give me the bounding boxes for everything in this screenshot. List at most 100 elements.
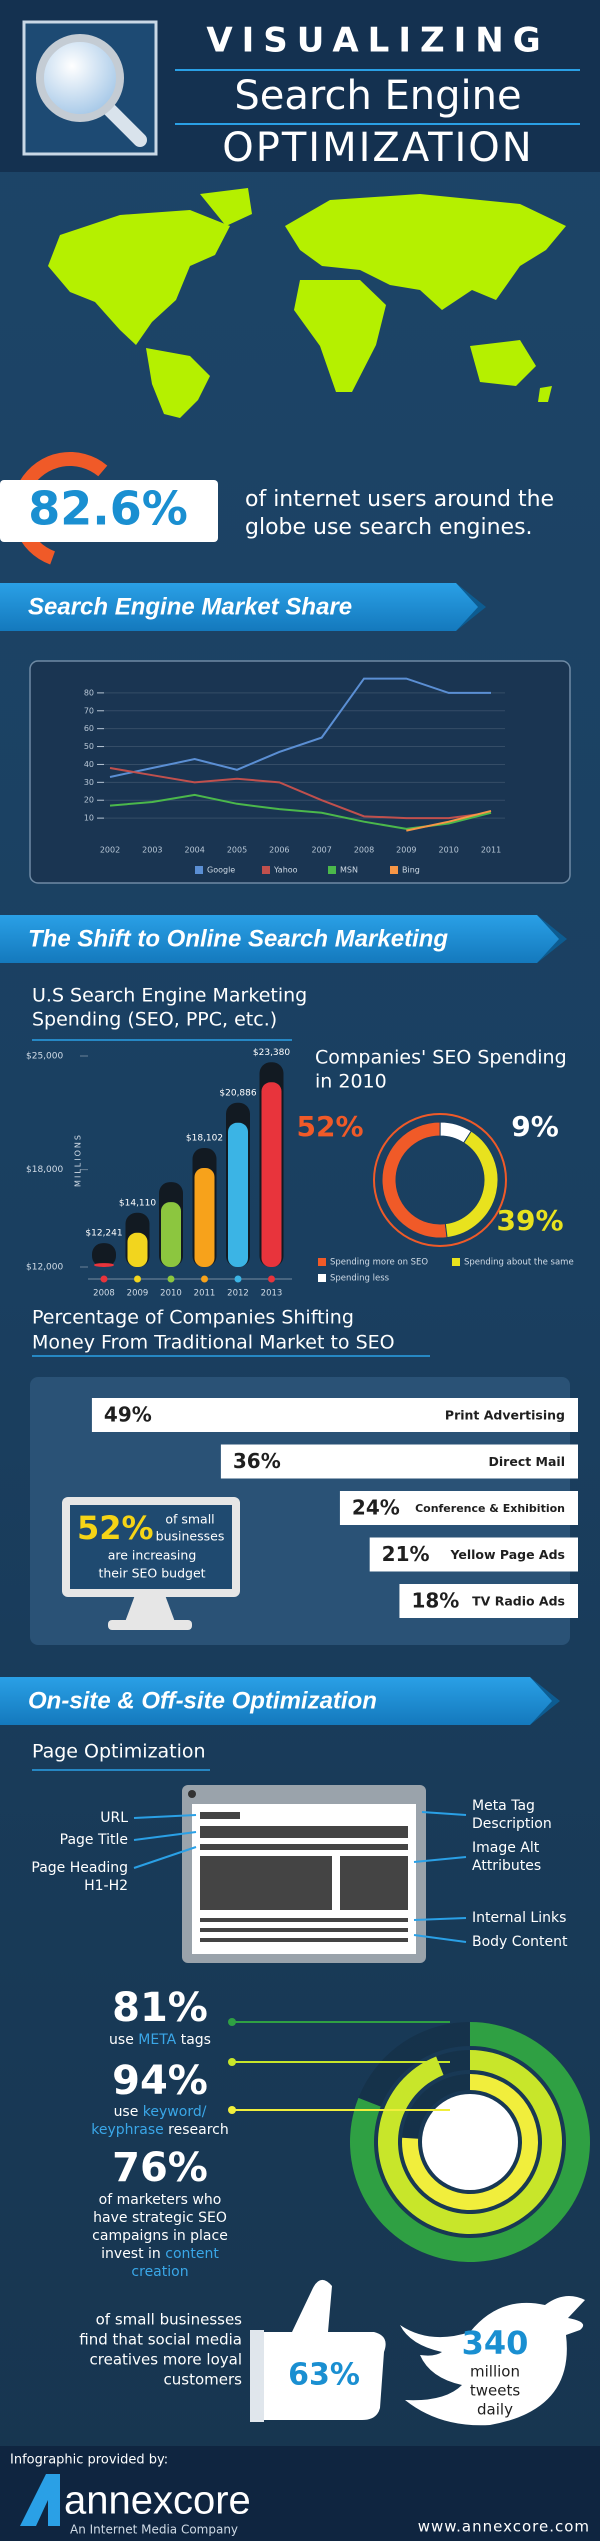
legend-swatch bbox=[262, 866, 270, 874]
bar bbox=[220, 1444, 578, 1479]
title-bar bbox=[200, 1826, 408, 1838]
bar bbox=[399, 1584, 578, 1618]
heading-bar bbox=[200, 1844, 408, 1850]
connector-dot bbox=[228, 2106, 236, 2114]
stat-caption: keyphrase research bbox=[91, 2122, 229, 2138]
tweets-text: million bbox=[470, 2363, 520, 2381]
bar bbox=[91, 1398, 579, 1432]
y-tick-label: $18,000 bbox=[26, 1165, 63, 1175]
footer-url: www.annexcore.com bbox=[418, 2518, 590, 2536]
stat-caption: use keyword/ bbox=[114, 2104, 207, 2120]
caption-part: use bbox=[109, 2032, 138, 2048]
title-bottom: OPTIMIZATION bbox=[222, 125, 533, 171]
y-tick-label: 70 bbox=[84, 706, 94, 715]
value-label: 24% bbox=[352, 1496, 400, 1520]
bird bbox=[400, 2296, 585, 2426]
value-label: 36% bbox=[233, 1449, 281, 1473]
bar-dot bbox=[268, 1275, 275, 1283]
continent bbox=[146, 348, 210, 418]
y-tick-label: 30 bbox=[84, 778, 94, 787]
bar-shadow bbox=[92, 1243, 116, 1267]
caption-part: keyword/ bbox=[143, 2104, 207, 2120]
y-tick-label: 50 bbox=[84, 742, 94, 751]
x-tick-label: 2008 bbox=[93, 1289, 115, 1299]
stat-caption: have strategic SEO bbox=[93, 2210, 227, 2226]
banner-title: The Shift to Online Search Marketing bbox=[28, 925, 448, 952]
caption-part: invest in bbox=[101, 2246, 165, 2262]
pointer bbox=[413, 1917, 467, 1921]
donut-value-label: 52% bbox=[296, 1110, 363, 1143]
continent bbox=[470, 340, 536, 386]
x-tick-label: 2009 bbox=[127, 1289, 149, 1299]
stat-plate bbox=[0, 480, 218, 542]
tweets-text: daily bbox=[477, 2401, 513, 2419]
title-top: VISUALIZING bbox=[206, 21, 549, 61]
donut-value-label: 39% bbox=[496, 1204, 563, 1237]
right-label: Image Alt bbox=[472, 1840, 540, 1856]
bar bbox=[127, 1232, 148, 1267]
continent bbox=[48, 210, 230, 345]
chart-panel bbox=[29, 660, 571, 884]
banner bbox=[0, 1677, 552, 1725]
stat-value: 94% bbox=[112, 2058, 208, 2104]
monitor-stand bbox=[125, 1595, 175, 1622]
right-label: Body Content bbox=[472, 1934, 568, 1950]
value-label: $18,102 bbox=[186, 1133, 223, 1143]
loyalty-text: find that social media bbox=[79, 2331, 242, 2349]
usage-text: of internet users around the bbox=[245, 487, 554, 512]
y-tick-label: 60 bbox=[84, 724, 94, 733]
value-label: $20,886 bbox=[219, 1088, 256, 1098]
banner bbox=[0, 583, 478, 631]
caption-part: research bbox=[164, 2122, 229, 2138]
chart-title: in 2010 bbox=[315, 1071, 387, 1093]
value-label: $12,241 bbox=[85, 1229, 122, 1239]
left-label: H1-H2 bbox=[84, 1878, 128, 1894]
caption-part: tags bbox=[176, 2032, 211, 2048]
chart-title: Spending (SEO, PPC, etc.) bbox=[32, 1009, 277, 1031]
stat-caption: invest in content bbox=[101, 2246, 219, 2262]
caption-part: keyphrase bbox=[91, 2122, 164, 2138]
legend-swatch bbox=[390, 866, 398, 874]
usage-text: globe use search engines. bbox=[245, 515, 533, 540]
loyalty-text: of small businesses bbox=[96, 2311, 243, 2329]
legend-label: Bing bbox=[402, 866, 420, 875]
pointer bbox=[421, 1811, 467, 1816]
caption-part: of marketers who bbox=[99, 2192, 222, 2208]
text-line bbox=[200, 1938, 408, 1942]
series-line bbox=[406, 809, 492, 832]
loyalty-text: creatives more loyal bbox=[90, 2351, 242, 2369]
stat-caption: campaigns in place bbox=[92, 2228, 228, 2244]
connector-dot bbox=[228, 2058, 236, 2066]
banner bbox=[0, 915, 559, 963]
loyalty-text: customers bbox=[164, 2371, 243, 2389]
bar bbox=[339, 1491, 578, 1525]
legend-label: Spending less bbox=[330, 1274, 390, 1284]
close-button bbox=[188, 1790, 196, 1798]
continent bbox=[294, 280, 386, 392]
stat-value: 81% bbox=[112, 1985, 208, 2031]
callout-text: businesses bbox=[156, 1529, 225, 1544]
legend-label: Spending about the same bbox=[464, 1258, 574, 1268]
bar-dot bbox=[100, 1275, 108, 1283]
bar bbox=[194, 1167, 215, 1267]
brand-mark bbox=[20, 2474, 60, 2526]
stat-caption: use META tags bbox=[109, 2032, 211, 2048]
legend-label: Yahoo bbox=[273, 866, 298, 875]
bar-dot bbox=[201, 1275, 208, 1283]
x-tick-label: 2011 bbox=[194, 1289, 216, 1299]
category-label: TV Radio Ads bbox=[472, 1594, 565, 1609]
right-label: Internal Links bbox=[472, 1910, 566, 1926]
caption-part: content bbox=[165, 2246, 219, 2262]
value-label: 18% bbox=[411, 1589, 459, 1613]
x-tick-label: 2010 bbox=[160, 1289, 182, 1299]
legend-swatch bbox=[452, 1258, 460, 1266]
connector-dot bbox=[228, 2018, 236, 2026]
stat-caption: of marketers who bbox=[99, 2192, 222, 2208]
chart-title: Companies' SEO Spending bbox=[315, 1047, 567, 1069]
thumb bbox=[262, 2279, 386, 2420]
left-label: URL bbox=[100, 1810, 128, 1826]
chart-title: Money From Traditional Market to SEO bbox=[32, 1332, 395, 1354]
x-tick-label: 2005 bbox=[227, 846, 247, 855]
